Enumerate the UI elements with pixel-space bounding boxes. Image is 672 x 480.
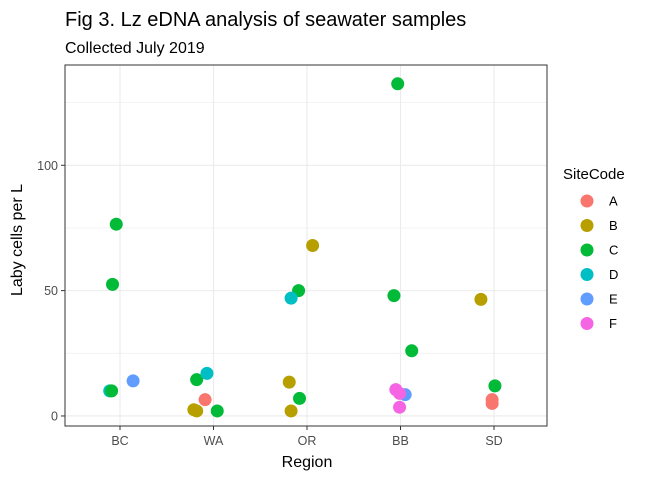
data-point (488, 379, 502, 393)
data-point (198, 393, 212, 407)
data-point (210, 404, 224, 418)
data-point (485, 396, 499, 410)
plot-area: 0 50 100 BC WA OR BB SD (37, 64, 548, 448)
data-point (391, 77, 405, 91)
y-tick-label: 0 (51, 409, 58, 423)
data-point (190, 404, 204, 418)
data-point (200, 366, 214, 380)
y-tick-label: 50 (44, 284, 58, 298)
y-axis-title: Laby cells per L (9, 184, 26, 296)
data-point (190, 373, 204, 387)
legend-key (580, 194, 594, 208)
data-point (284, 404, 298, 418)
x-tick-label: BC (111, 434, 128, 448)
chart-title: Fig 3. Lz eDNA analysis of seawater samp… (65, 9, 466, 31)
chart-subtitle: Collected July 2019 (65, 40, 205, 57)
legend-label: A (609, 194, 618, 209)
data-point (387, 289, 401, 303)
legend-label: B (609, 218, 618, 233)
x-axis-title: Region (282, 454, 333, 471)
y-tick-label: 100 (37, 159, 58, 173)
data-point (284, 291, 298, 305)
legend-label: E (609, 292, 618, 307)
data-point (105, 384, 119, 398)
x-tick-label: OR (298, 434, 317, 448)
data-point (109, 217, 123, 231)
legend-key (580, 268, 594, 281)
data-point (393, 386, 407, 400)
data-point (474, 292, 488, 306)
data-point (282, 375, 296, 389)
legend-key (580, 219, 594, 232)
x-tick-label: WA (204, 434, 224, 448)
x-tick-label: SD (485, 434, 502, 448)
legend-label: D (609, 267, 618, 282)
legend-key (580, 292, 594, 306)
data-point (393, 400, 407, 414)
legend-label: F (609, 316, 617, 331)
panel-border (64, 64, 548, 427)
data-point (306, 239, 320, 252)
legend-title: SiteCode (563, 166, 625, 183)
legend-key (580, 317, 594, 330)
data-point (106, 277, 120, 291)
data-point (293, 391, 307, 405)
data-point (405, 344, 419, 358)
x-tick-label: BB (392, 434, 409, 448)
legend-key (580, 243, 594, 257)
legend-label: C (609, 243, 618, 258)
data-point (126, 374, 140, 388)
